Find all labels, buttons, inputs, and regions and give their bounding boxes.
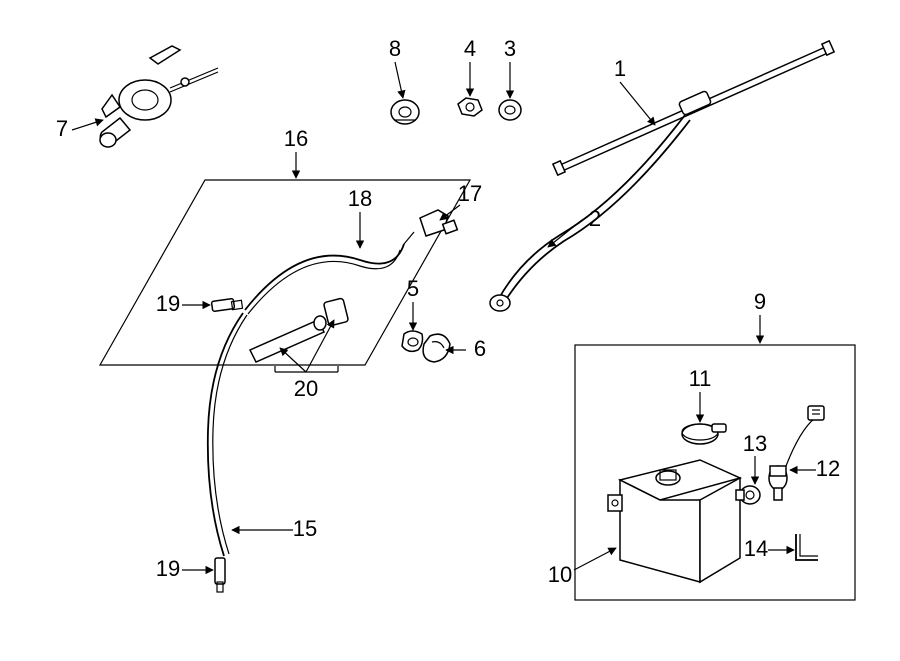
callout-7: 7: [56, 116, 68, 141]
part-reservoir-10: [608, 460, 740, 582]
callout-4: 4: [464, 36, 476, 61]
part-connector-19-lower: [215, 558, 225, 592]
part-bushing-8: [391, 100, 419, 124]
callout-16: 16: [284, 126, 308, 151]
callout-18: 18: [348, 186, 372, 211]
callout-1: 1: [614, 56, 626, 81]
callout-15: 15: [293, 516, 317, 541]
part-check-valve-20: [250, 298, 349, 372]
parts-diagram: 1 2 3 4 5 6 7 8 9 10 11 12 13: [0, 0, 900, 661]
part-nut-4: [458, 98, 482, 116]
callout-3: 3: [504, 36, 516, 61]
callout-19-lower: 19: [156, 556, 180, 581]
part-cap-11: [682, 424, 726, 444]
callout-19-upper: 19: [156, 291, 180, 316]
callout-11: 11: [689, 366, 712, 391]
part-connector-19-upper: [211, 299, 242, 312]
callout-14: 14: [744, 536, 768, 561]
callout-6: 6: [474, 336, 486, 361]
part-hose-15: [208, 313, 247, 556]
part-cap-5: [402, 331, 423, 351]
callout-10: 10: [548, 562, 572, 587]
part-nozzle-17: [404, 210, 457, 244]
part-wiper-blade: [553, 41, 834, 175]
callout-20: 20: [294, 376, 318, 401]
callout-17: 17: [458, 181, 482, 206]
callout-13: 13: [743, 431, 767, 456]
callout-5: 5: [407, 276, 419, 301]
callout-12: 12: [816, 456, 840, 481]
part-wiper-motor: [100, 46, 218, 147]
callout-9: 9: [754, 289, 766, 314]
callout-2: 2: [589, 206, 601, 231]
callout-8: 8: [389, 36, 401, 61]
part-pump-12: [769, 406, 824, 500]
part-grommet-3: [499, 100, 521, 120]
part-hose-14: [796, 534, 818, 560]
part-clip-6: [423, 334, 450, 362]
